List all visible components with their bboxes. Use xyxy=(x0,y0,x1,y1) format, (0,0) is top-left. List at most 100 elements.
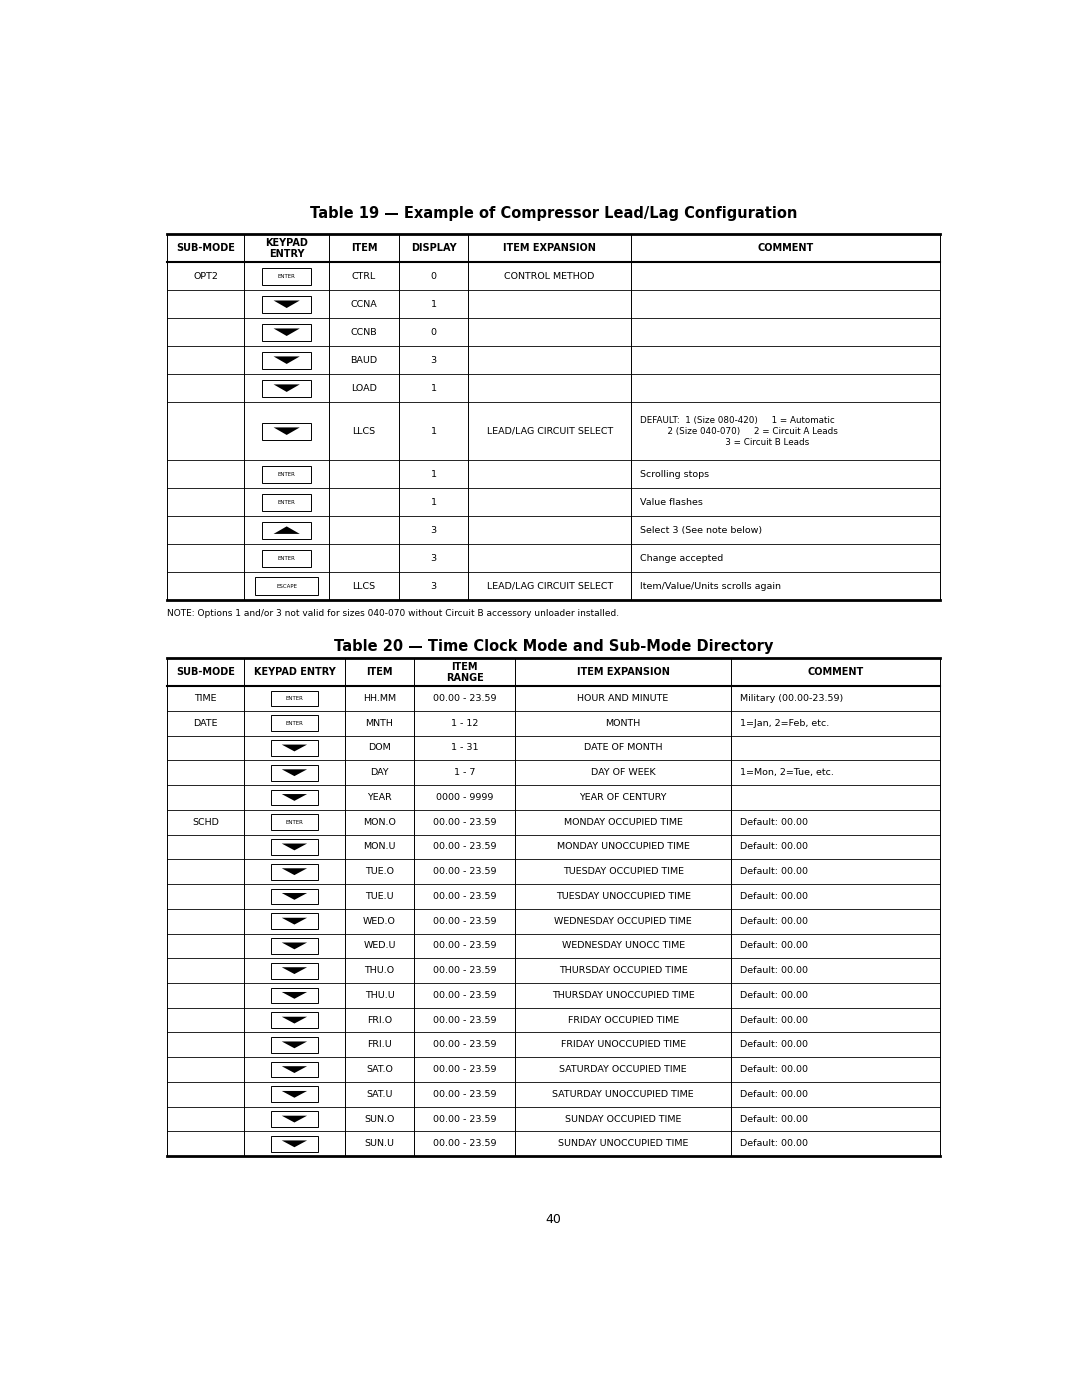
Text: KEYPAD ENTRY: KEYPAD ENTRY xyxy=(254,668,335,678)
Text: Item/Value/Units scrolls again: Item/Value/Units scrolls again xyxy=(640,581,781,591)
Text: 3: 3 xyxy=(431,356,436,365)
Text: Default: 00.00: Default: 00.00 xyxy=(740,1065,808,1074)
Polygon shape xyxy=(282,893,307,900)
Text: DOM: DOM xyxy=(368,743,391,753)
FancyBboxPatch shape xyxy=(262,549,311,567)
Text: YEAR OF CENTURY: YEAR OF CENTURY xyxy=(579,793,666,802)
FancyBboxPatch shape xyxy=(271,690,318,707)
Text: DAY: DAY xyxy=(370,768,389,777)
Text: Default: 00.00: Default: 00.00 xyxy=(740,967,808,975)
Text: COMMENT: COMMENT xyxy=(808,668,864,678)
FancyBboxPatch shape xyxy=(271,863,318,880)
Text: Default: 00.00: Default: 00.00 xyxy=(740,868,808,876)
Text: Default: 00.00: Default: 00.00 xyxy=(740,1041,808,1049)
Text: LLCS: LLCS xyxy=(352,581,376,591)
Text: WEDNESDAY OCCUPIED TIME: WEDNESDAY OCCUPIED TIME xyxy=(554,916,692,926)
FancyBboxPatch shape xyxy=(271,1062,318,1077)
Text: LOAD: LOAD xyxy=(351,384,377,393)
Text: 00.00 - 23.59: 00.00 - 23.59 xyxy=(433,942,497,950)
Text: TUESDAY UNOCCUPIED TIME: TUESDAY UNOCCUPIED TIME xyxy=(555,891,690,901)
FancyBboxPatch shape xyxy=(256,577,318,595)
FancyBboxPatch shape xyxy=(271,1087,318,1102)
Polygon shape xyxy=(282,1066,307,1073)
FancyBboxPatch shape xyxy=(271,789,318,805)
Text: ENTER: ENTER xyxy=(278,472,296,476)
Text: Default: 00.00: Default: 00.00 xyxy=(740,990,808,1000)
Text: DATE OF MONTH: DATE OF MONTH xyxy=(584,743,662,753)
Text: YEAR: YEAR xyxy=(367,793,392,802)
Text: DISPLAY: DISPLAY xyxy=(410,243,457,253)
Text: SAT.U: SAT.U xyxy=(366,1090,393,1099)
Text: TUE.U: TUE.U xyxy=(365,891,394,901)
FancyBboxPatch shape xyxy=(271,963,318,978)
Text: 0: 0 xyxy=(431,328,436,337)
Polygon shape xyxy=(282,1140,307,1147)
Text: CCNA: CCNA xyxy=(351,300,377,309)
Polygon shape xyxy=(282,770,307,777)
FancyBboxPatch shape xyxy=(262,422,311,440)
Text: SUN.U: SUN.U xyxy=(364,1140,394,1148)
Text: THURSDAY OCCUPIED TIME: THURSDAY OCCUPIED TIME xyxy=(558,967,688,975)
Text: 40: 40 xyxy=(545,1213,562,1227)
Polygon shape xyxy=(273,527,300,534)
Text: FRI.U: FRI.U xyxy=(367,1041,392,1049)
Text: Default: 00.00: Default: 00.00 xyxy=(740,1140,808,1148)
Polygon shape xyxy=(273,427,300,434)
Text: LEAD/LAG CIRCUIT SELECT: LEAD/LAG CIRCUIT SELECT xyxy=(486,581,612,591)
Text: ENTER: ENTER xyxy=(285,820,303,824)
Text: 1: 1 xyxy=(431,426,436,436)
Text: 00.00 - 23.59: 00.00 - 23.59 xyxy=(433,1041,497,1049)
Text: ENTER: ENTER xyxy=(285,721,303,725)
Text: 00.00 - 23.59: 00.00 - 23.59 xyxy=(433,891,497,901)
Text: 00.00 - 23.59: 00.00 - 23.59 xyxy=(433,1065,497,1074)
Text: KEYPAD
ENTRY: KEYPAD ENTRY xyxy=(266,237,308,258)
Text: Default: 00.00: Default: 00.00 xyxy=(740,916,808,926)
Text: Default: 00.00: Default: 00.00 xyxy=(740,817,808,827)
FancyBboxPatch shape xyxy=(262,521,311,539)
Text: HH.MM: HH.MM xyxy=(363,694,396,703)
FancyBboxPatch shape xyxy=(262,296,311,313)
Text: HOUR AND MINUTE: HOUR AND MINUTE xyxy=(578,694,669,703)
Text: MONTH: MONTH xyxy=(606,718,640,728)
Polygon shape xyxy=(282,1041,307,1048)
Text: Default: 00.00: Default: 00.00 xyxy=(740,1115,808,1123)
Text: CTRL: CTRL xyxy=(352,272,376,281)
Text: Value flashes: Value flashes xyxy=(640,497,703,507)
Text: SUN.O: SUN.O xyxy=(364,1115,394,1123)
Text: LEAD/LAG CIRCUIT SELECT: LEAD/LAG CIRCUIT SELECT xyxy=(486,426,612,436)
Text: OPT2: OPT2 xyxy=(193,272,218,281)
Text: Default: 00.00: Default: 00.00 xyxy=(740,942,808,950)
Text: 1=Jan, 2=Feb, etc.: 1=Jan, 2=Feb, etc. xyxy=(740,718,829,728)
Text: SUNDAY UNOCCUPIED TIME: SUNDAY UNOCCUPIED TIME xyxy=(558,1140,688,1148)
Text: 3: 3 xyxy=(431,553,436,563)
Text: 0000 - 9999: 0000 - 9999 xyxy=(436,793,494,802)
Text: Change accepted: Change accepted xyxy=(640,553,724,563)
Text: MONDAY UNOCCUPIED TIME: MONDAY UNOCCUPIED TIME xyxy=(556,842,689,851)
Text: TIME: TIME xyxy=(194,694,217,703)
Polygon shape xyxy=(282,745,307,752)
Polygon shape xyxy=(273,384,300,393)
Text: FRI.O: FRI.O xyxy=(367,1016,392,1024)
FancyBboxPatch shape xyxy=(271,888,318,904)
Text: ENTER: ENTER xyxy=(278,274,296,279)
Text: Table 20 — Time Clock Mode and Sub-Mode Directory: Table 20 — Time Clock Mode and Sub-Mode … xyxy=(334,638,773,654)
Text: THU.O: THU.O xyxy=(364,967,394,975)
Text: SATURDAY UNOCCUPIED TIME: SATURDAY UNOCCUPIED TIME xyxy=(552,1090,694,1099)
Text: 0: 0 xyxy=(431,272,436,281)
FancyBboxPatch shape xyxy=(262,268,311,285)
Text: 00.00 - 23.59: 00.00 - 23.59 xyxy=(433,694,497,703)
FancyBboxPatch shape xyxy=(271,1136,318,1151)
Text: Table 19 — Example of Compressor Lead/Lag Configuration: Table 19 — Example of Compressor Lead/La… xyxy=(310,207,797,221)
Text: ENTER: ENTER xyxy=(285,696,303,701)
Text: 00.00 - 23.59: 00.00 - 23.59 xyxy=(433,868,497,876)
Text: 1 - 12: 1 - 12 xyxy=(450,718,478,728)
Polygon shape xyxy=(282,844,307,851)
FancyBboxPatch shape xyxy=(271,914,318,929)
Text: LLCS: LLCS xyxy=(352,426,376,436)
FancyBboxPatch shape xyxy=(271,715,318,731)
FancyBboxPatch shape xyxy=(271,1111,318,1127)
Text: DAY OF WEEK: DAY OF WEEK xyxy=(591,768,656,777)
Text: 00.00 - 23.59: 00.00 - 23.59 xyxy=(433,1090,497,1099)
Text: Military (00.00-23.59): Military (00.00-23.59) xyxy=(740,694,843,703)
Text: SUNDAY OCCUPIED TIME: SUNDAY OCCUPIED TIME xyxy=(565,1115,681,1123)
